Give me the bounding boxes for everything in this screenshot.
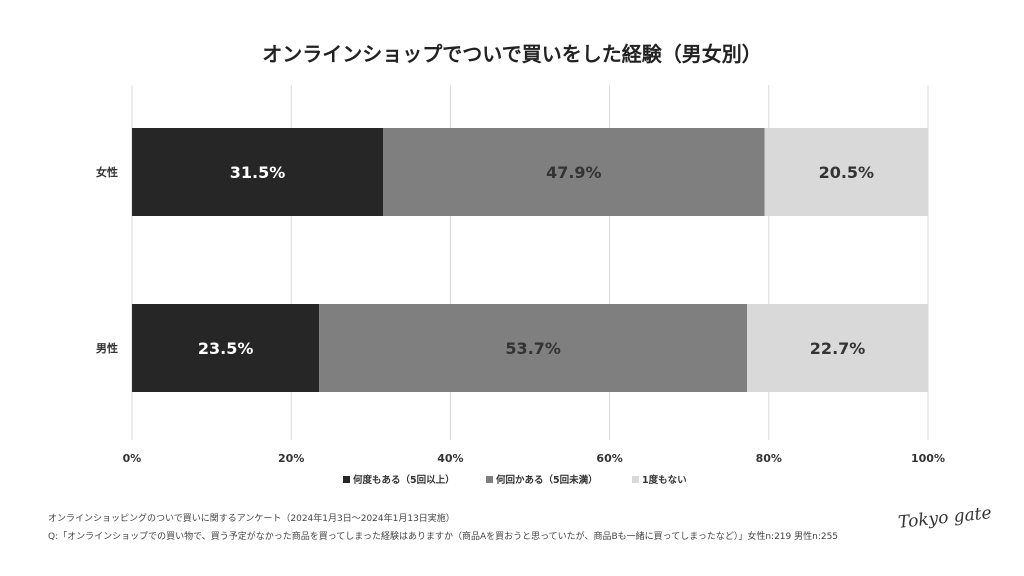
x-tick-label: 60% (596, 452, 622, 465)
data-label: 22.7% (810, 339, 866, 358)
x-tick-label: 0% (123, 452, 142, 465)
legend-swatch (632, 475, 639, 483)
bar-segment (764, 128, 928, 216)
legend-label: 何回かある（5回未満） (496, 475, 598, 486)
bar-segment (319, 304, 748, 392)
y-category-label: 女性 (96, 165, 118, 179)
data-label: 47.9% (546, 163, 602, 182)
footer-survey: オンラインショッピングのついで買いに関するアンケート（2024年1月3日〜202… (48, 514, 455, 524)
chart-title: オンラインショップでついで買いをした経験（男女別） (262, 42, 762, 66)
bar-segment (132, 304, 320, 392)
data-label: 31.5% (230, 163, 286, 182)
legend-item-2: 1度もない (632, 472, 687, 486)
bar-segment (382, 128, 765, 216)
legend-item-0: 何度もある（5回以上） (343, 472, 455, 486)
data-label: 53.7% (505, 339, 561, 358)
x-tick-label: 100% (911, 452, 945, 465)
footer-question: Q:「オンラインショップでの買い物で、買う予定がなかった商品を買ってしまった経験… (48, 532, 839, 542)
legend-label: 1度もない (642, 475, 687, 486)
legend-item-1: 何回かある（5回未満） (486, 472, 598, 486)
legend-swatch (486, 475, 493, 483)
x-tick-label: 40% (437, 452, 463, 465)
legend-swatch (343, 475, 350, 483)
x-tick-label: 20% (278, 452, 304, 465)
data-label: 23.5% (198, 339, 254, 358)
data-label: 20.5% (819, 163, 875, 182)
y-category-label: 男性 (96, 341, 118, 355)
bar-segment (747, 304, 928, 392)
x-tick-label: 80% (756, 452, 782, 465)
bar-segment (132, 128, 383, 216)
legend-label: 何度もある（5回以上） (353, 475, 455, 486)
